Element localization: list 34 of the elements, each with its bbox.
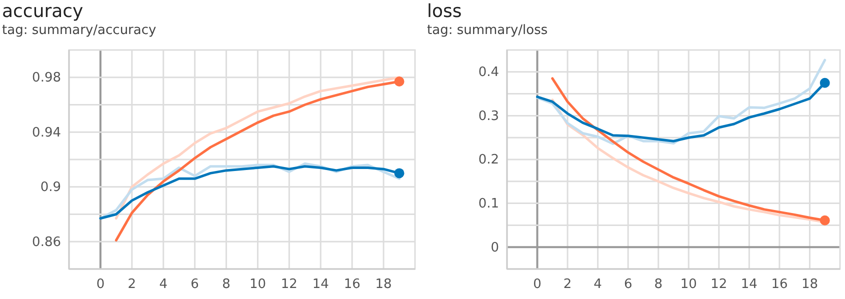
x-tick-label: 8 — [222, 277, 230, 292]
x-tick-label: 8 — [654, 277, 663, 292]
y-tick-label: 0.98 — [32, 70, 61, 86]
x-tick-label: 6 — [190, 277, 199, 292]
x-tick-label: 16 — [344, 277, 360, 292]
x-tick-label: 0 — [96, 277, 105, 292]
x-tick-label: 12 — [710, 277, 728, 292]
chart-title: loss — [427, 1, 462, 22]
x-tick-label: 18 — [375, 277, 392, 292]
x-tick-label: 14 — [312, 277, 329, 292]
x-tick-label: 10 — [249, 277, 266, 292]
x-tick-label: 4 — [159, 277, 168, 292]
y-tick-label: 0.2 — [478, 152, 499, 168]
x-tick-label: 0 — [533, 277, 542, 292]
y-tick-label: 0.9 — [40, 180, 61, 196]
x-tick-label: 18 — [801, 277, 818, 292]
chart-title: accuracy — [2, 1, 84, 22]
x-tick-label: 14 — [740, 277, 758, 292]
chart-subtitle: tag: summary/loss — [427, 23, 548, 38]
line-series — [536, 58, 826, 145]
y-tick-label: 0.94 — [32, 125, 61, 140]
x-tick-label: 4 — [594, 277, 602, 292]
x-tick-label: 10 — [680, 277, 697, 292]
y-tick-label: 0.1 — [478, 196, 499, 212]
x-tick-label: 12 — [280, 277, 298, 292]
x-tick-label: 6 — [624, 277, 632, 292]
y-tick-label: 0.86 — [32, 234, 61, 250]
x-tick-label: 2 — [563, 277, 572, 292]
y-tick-label: 0.3 — [478, 108, 499, 124]
x-tick-label: 2 — [128, 277, 136, 292]
y-tick-label: 0.4 — [478, 65, 499, 80]
chart-subtitle: tag: summary/accuracy — [2, 23, 157, 38]
y-tick-label: 0 — [490, 240, 499, 256]
x-tick-label: 16 — [771, 277, 788, 292]
